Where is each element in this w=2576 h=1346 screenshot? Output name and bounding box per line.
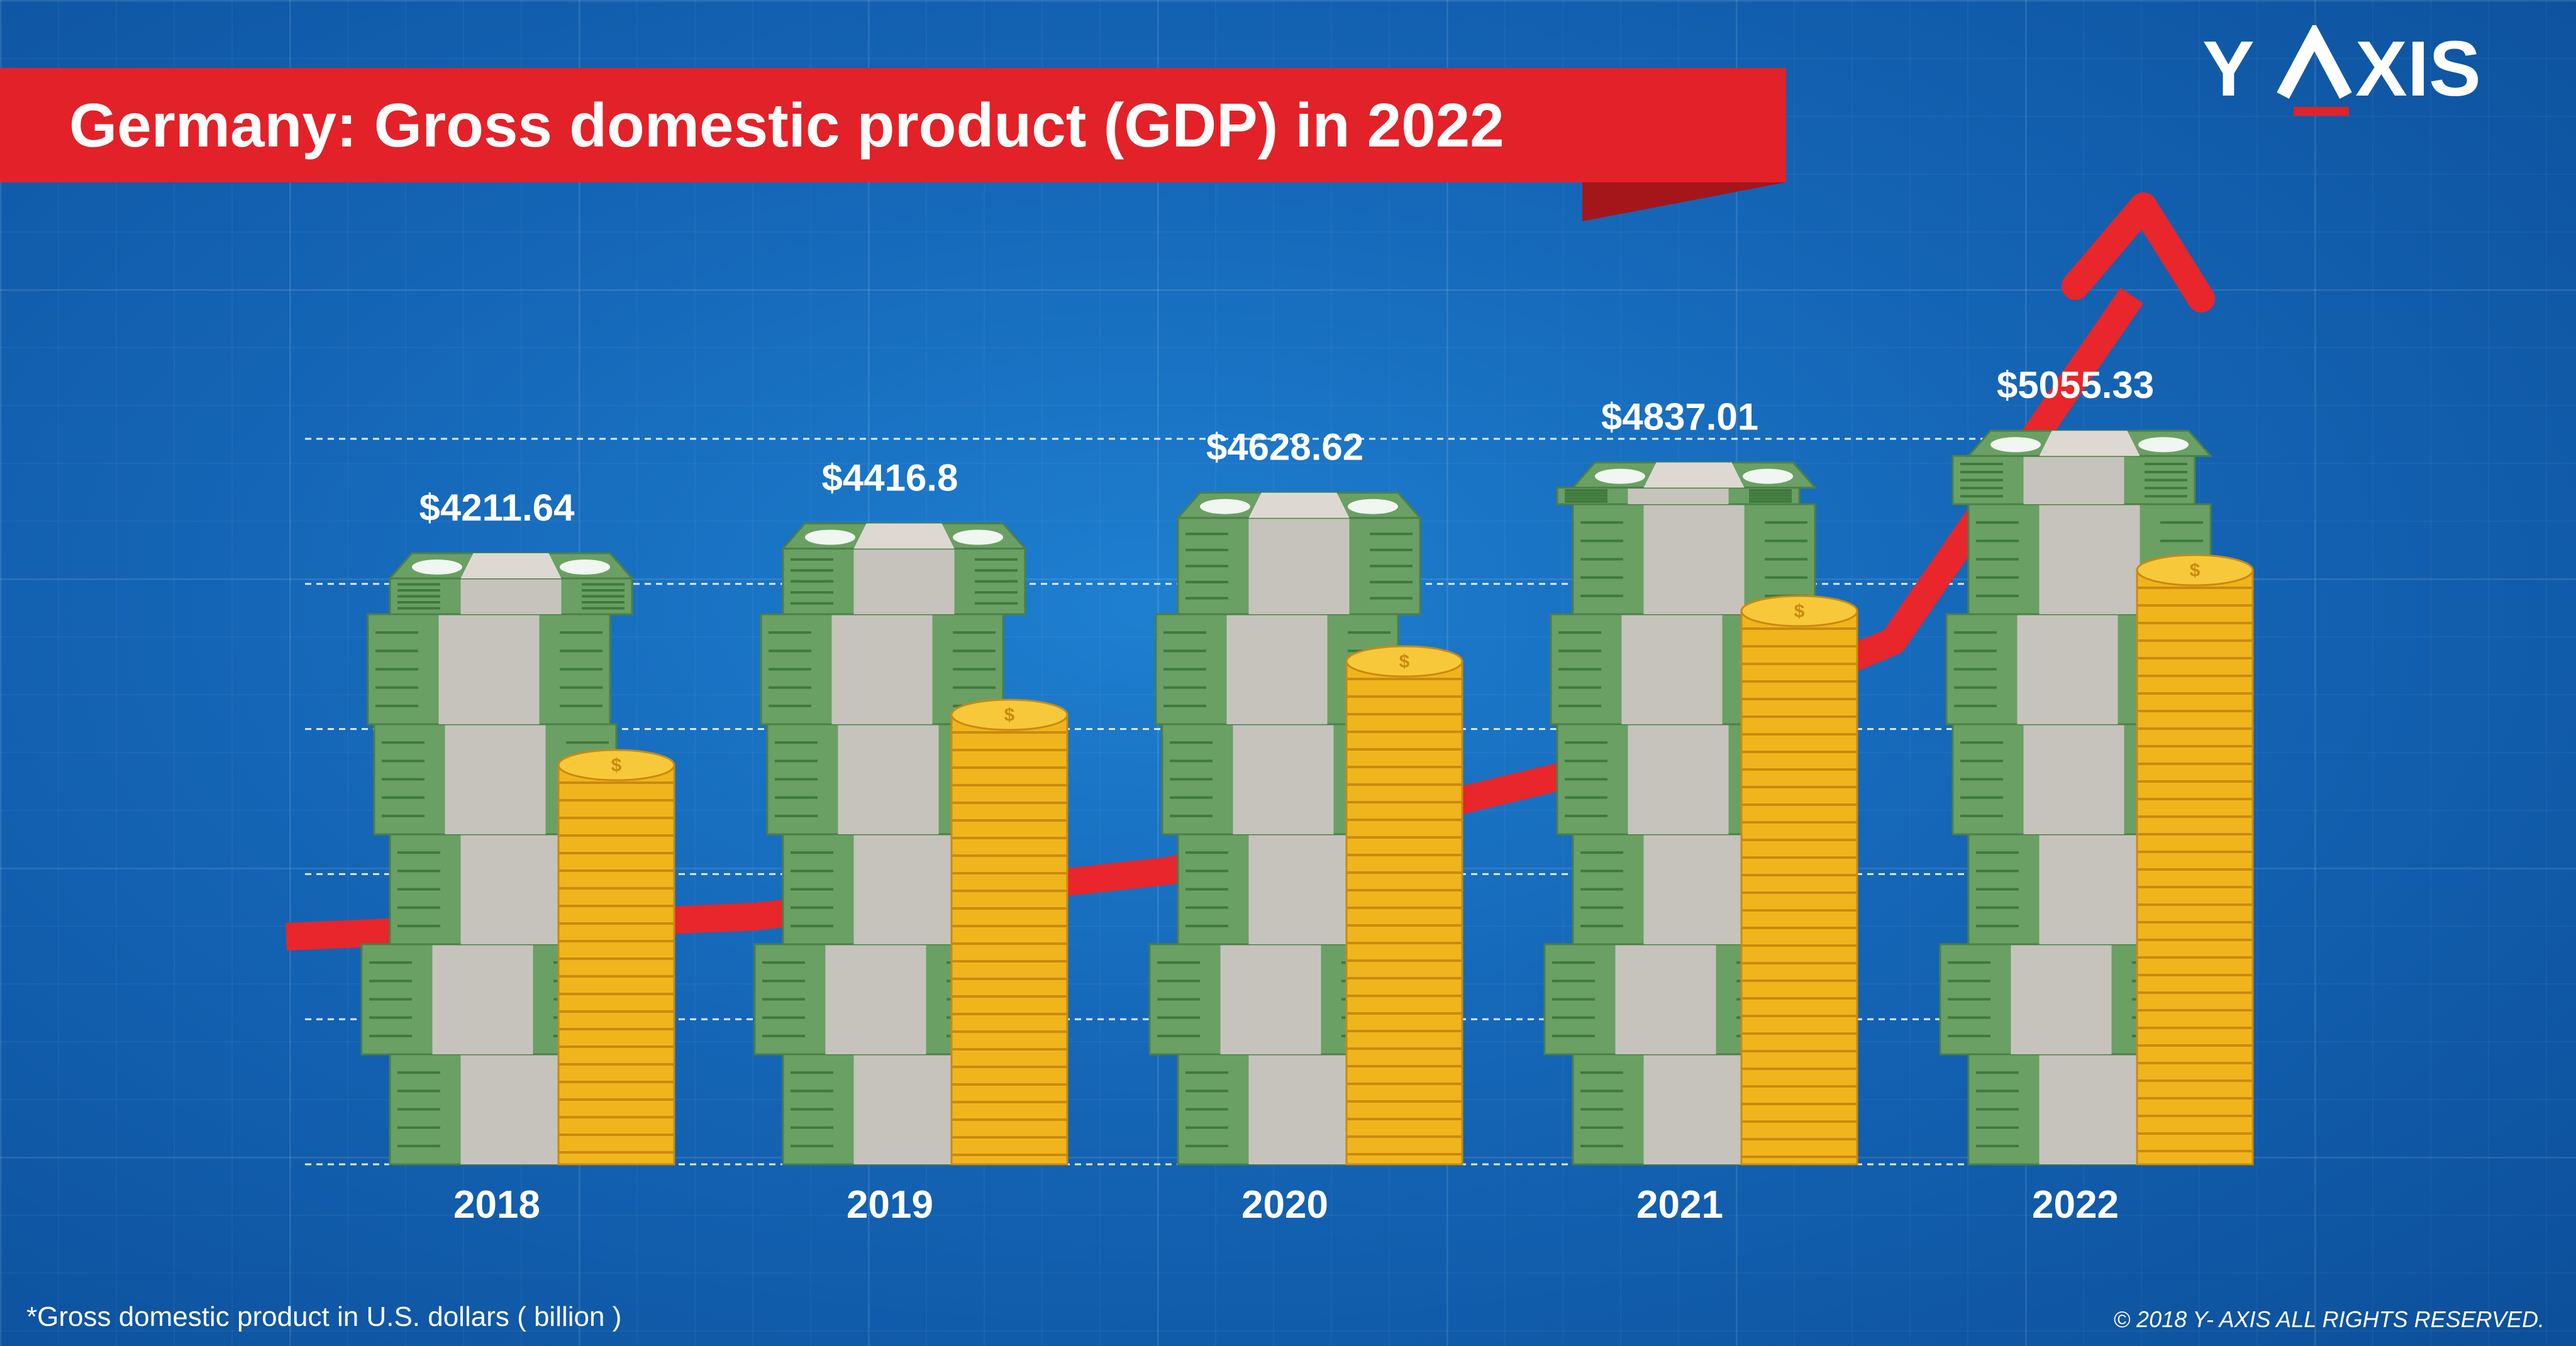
cash-band [831,614,933,724]
copyright-notice: © 2018 Y- AXIS ALL RIGHTS RESERVED. [2113,1306,2545,1332]
cash-band [460,578,562,614]
cash-band [2039,1054,2140,1164]
logo-letter-y: Y [2202,26,2255,113]
data-label: $4416.8 [822,457,958,499]
cash-band [460,1054,562,1164]
cash-band [445,724,546,834]
cash-band [2023,724,2124,834]
cash-band [838,724,939,834]
data-label: $4211.64 [419,487,575,529]
coin-top [1740,595,1858,627]
svg-text:$: $ [2190,560,2201,581]
coin-top [950,698,1069,731]
cash-band [1233,724,1334,834]
data-label: $4628.62 [1206,426,1363,468]
cash-band [2039,834,2140,944]
y-axis-logo: Y XIS [2202,25,2481,116]
data-label: $4837.01 [1601,396,1758,438]
cash-band [1643,1054,1745,1164]
cash-band [853,548,955,614]
x-tick-label: 2020 [1241,1183,1328,1227]
cash-band [1220,944,1321,1054]
logo-underline [2294,107,2349,116]
coin-stack: $ [950,698,1069,1166]
logo-lambda-a [2277,25,2352,99]
coin-top [2136,554,2254,587]
footnote: *Gross domestic product in U.S. dollars … [26,1301,622,1332]
cash-band [438,614,540,724]
cash-top-band [460,553,562,578]
logo-letters-xis: XIS [2355,26,2481,113]
bar [753,522,1028,1166]
svg-text:$: $ [1004,705,1015,725]
coin-stack: $ [1345,645,1463,1166]
cash-band [2023,456,2124,504]
chart-title: Germany: Gross domestic product (GDP) in… [69,91,1504,160]
svg-text:$: $ [1399,651,1410,672]
x-tick-label: 2022 [2032,1183,2119,1227]
cash-band [432,944,533,1054]
x-tick-label: 2018 [453,1183,540,1227]
cash-band [1628,487,1729,504]
cash-band [460,834,562,944]
cash-top-band [1248,492,1350,518]
cash-band [2011,944,2112,1054]
title-banner-fold [1582,182,1786,221]
cash-band [1248,834,1350,944]
cash-band [1621,614,1723,724]
coin-stack: $ [1740,595,1858,1166]
cash-band [853,1054,955,1164]
cash-band [1628,724,1729,834]
coin-top [557,749,675,781]
cash-band [1248,517,1350,614]
cash-band [1248,1054,1350,1164]
data-label: $5055.33 [1997,364,2154,406]
cash-band [853,834,955,944]
cash-band [1643,504,1745,614]
cash-band [825,944,926,1054]
bar [360,552,635,1166]
cash-band [2017,614,2118,724]
x-tick-label: 2021 [1636,1183,1723,1227]
cash-band [1643,834,1745,944]
title-banner [0,68,1786,182]
cash-top-band [1643,462,1745,488]
cash-band [1226,614,1328,724]
cash-band [1615,944,1716,1054]
coin-stack: $ [2136,554,2254,1166]
cash-band [2039,504,2140,614]
svg-text:$: $ [1794,601,1805,622]
cash-top-band [853,523,955,549]
cash-top-band [2039,431,2140,456]
coin-stack: $ [557,749,675,1166]
x-tick-label: 2019 [847,1183,933,1227]
trend-arrowhead [2062,192,2215,312]
coin-top [1345,645,1463,678]
svg-text:$: $ [611,755,622,776]
